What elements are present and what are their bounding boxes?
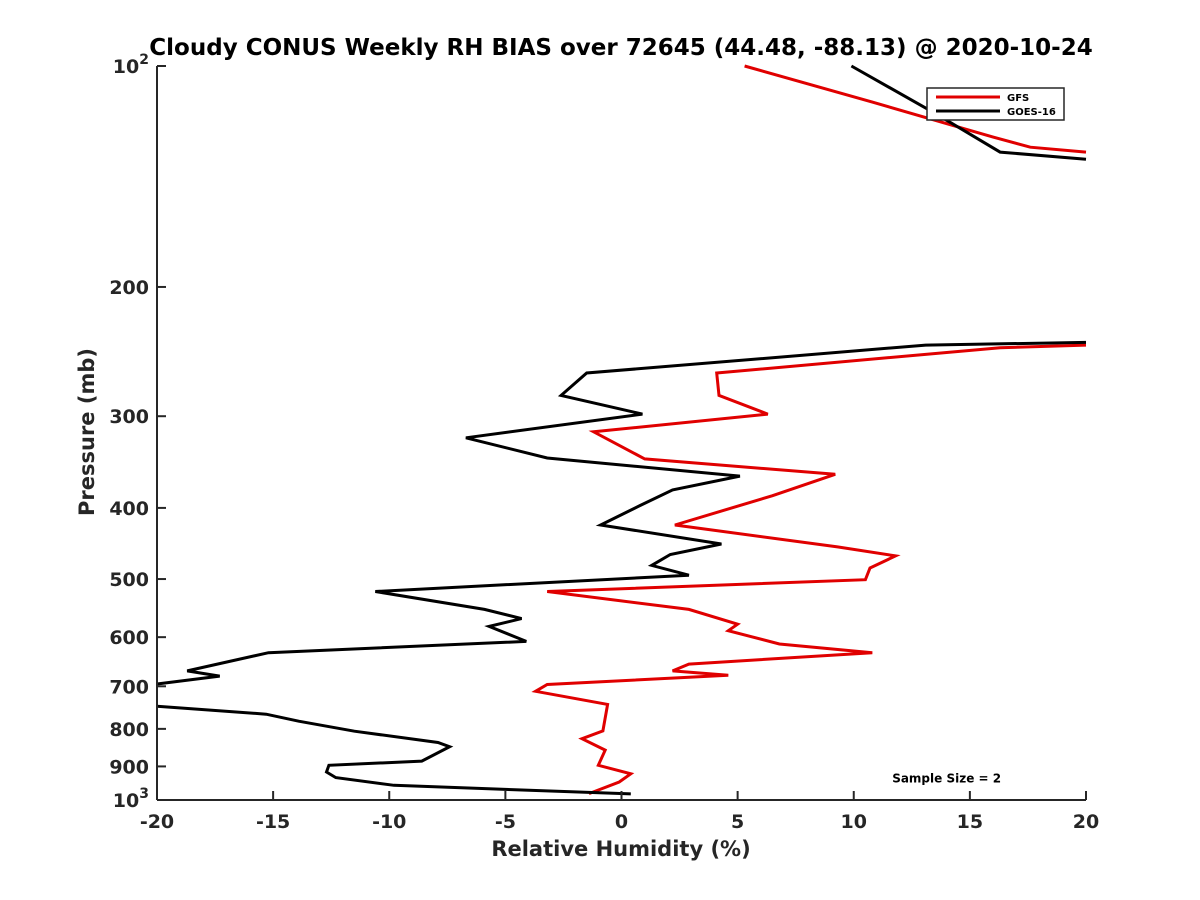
y-axis-ticks: 102 200 300 400 500 600 700 800 900 103 (109, 52, 166, 812)
axes (156, 66, 1086, 801)
y-tick-label: 500 (109, 569, 149, 591)
x-axis-ticks: -20 -15 -10 -5 0 5 10 15 20 (140, 791, 1099, 833)
x-tick-label: 15 (957, 811, 983, 833)
y-tick-label: 800 (109, 719, 149, 741)
x-tick-label: 5 (731, 811, 744, 833)
x-tick-label: -10 (372, 811, 406, 833)
legend-box (926, 87, 1065, 121)
series-line-goes-16 (156, 64, 1087, 796)
annotations: Sample Size = 2 (892, 772, 1001, 786)
x-tick-label: -20 (140, 811, 174, 833)
y-tick-label: 103 (113, 786, 149, 812)
legend-label: GOES-16 (1007, 107, 1056, 118)
plot-lines (156, 64, 1087, 796)
series-line-gfs (531, 64, 1087, 796)
x-tick-label: 20 (1073, 811, 1099, 833)
y-tick-label: 102 (113, 52, 149, 78)
x-tick-label: 0 (615, 811, 628, 833)
chart-title: Cloudy CONUS Weekly RH BIAS over 72645 (… (149, 35, 1092, 61)
y-axis-title: Pressure (mb) (75, 348, 99, 516)
y-tick-label: 700 (109, 676, 149, 698)
y-tick-label: 400 (109, 498, 149, 520)
legend: GFS GOES-16 (926, 87, 1065, 121)
x-tick-label: -15 (256, 811, 290, 833)
annotation-sample-size: Sample Size = 2 (892, 772, 1001, 786)
x-tick-label: -5 (495, 811, 516, 833)
y-tick-label: 600 (109, 627, 149, 649)
x-tick-label: 10 (841, 811, 867, 833)
y-tick-label: 900 (109, 756, 149, 778)
y-tick-label: 200 (109, 277, 149, 299)
x-axis-title: Relative Humidity (%) (491, 837, 750, 861)
legend-label: GFS (1007, 93, 1029, 104)
y-tick-label: 300 (109, 406, 149, 428)
